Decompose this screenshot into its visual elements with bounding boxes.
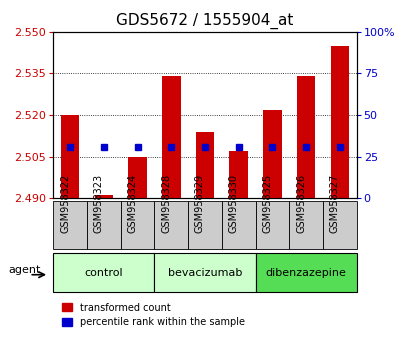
Text: dibenzazepine: dibenzazepine [265,268,346,278]
Bar [296,76,315,198]
Bar [195,132,214,198]
Text: GSM958325: GSM958325 [262,174,272,233]
Bar [229,151,247,198]
Bar [61,115,79,198]
Bar [289,201,322,249]
Bar [255,201,289,249]
Text: GSM958327: GSM958327 [329,174,339,233]
Bar [255,253,356,292]
Bar [221,201,255,249]
Bar [188,201,221,249]
Text: GSM958328: GSM958328 [161,174,171,233]
Text: control: control [84,268,123,278]
Text: GSM958329: GSM958329 [195,174,204,233]
Bar [162,76,180,198]
Bar [154,201,188,249]
Bar [263,109,281,198]
Bar [53,201,87,249]
Text: GSM958324: GSM958324 [127,174,137,233]
Bar [53,253,154,292]
Bar [87,201,120,249]
Bar [330,46,348,198]
Bar [128,157,146,198]
Text: GSM958330: GSM958330 [228,174,238,233]
Bar [94,195,113,198]
Text: agent: agent [8,266,40,275]
Bar [120,201,154,249]
Bar [154,253,255,292]
Text: GSM958322: GSM958322 [60,174,70,233]
Title: GDS5672 / 1555904_at: GDS5672 / 1555904_at [116,13,293,29]
Text: GSM958326: GSM958326 [295,174,306,233]
Text: GSM958323: GSM958323 [94,174,103,233]
Text: bevacizumab: bevacizumab [167,268,242,278]
Legend: transformed count, percentile rank within the sample: transformed count, percentile rank withi… [58,299,248,331]
Bar [322,201,356,249]
